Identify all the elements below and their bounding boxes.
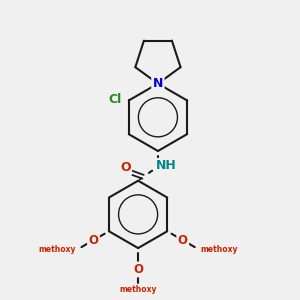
Text: methoxy: methoxy [200,244,238,253]
Text: methoxy: methoxy [39,244,76,253]
Text: N: N [153,77,163,90]
Text: methoxy: methoxy [119,285,157,294]
Text: Cl: Cl [108,93,122,106]
Text: O: O [88,234,98,247]
Text: NH: NH [155,159,176,172]
Text: O: O [133,263,143,276]
Text: O: O [178,234,188,247]
Text: O: O [120,161,130,174]
